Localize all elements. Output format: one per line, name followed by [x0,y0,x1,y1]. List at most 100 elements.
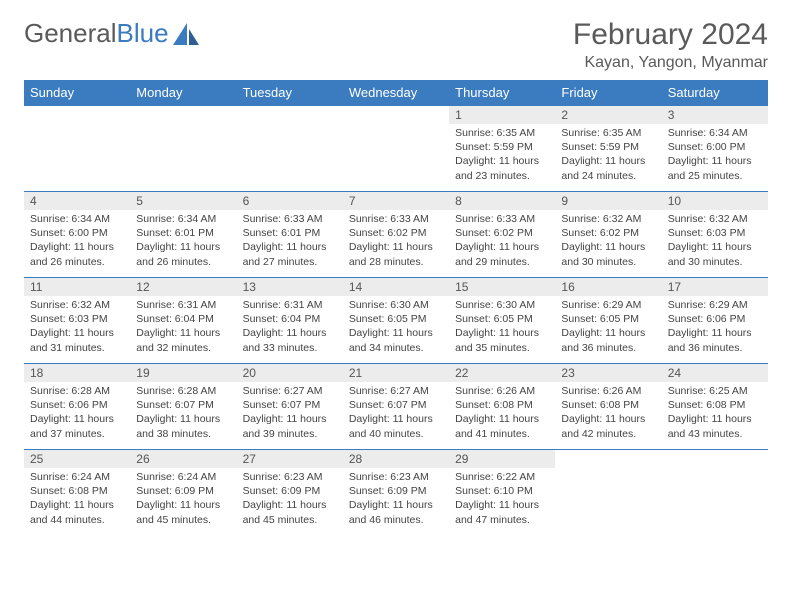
sunset-line: Sunset: 6:09 PM [349,484,443,498]
day-number: 21 [343,364,449,382]
sunset-line: Sunset: 5:59 PM [455,140,549,154]
day-number: 23 [555,364,661,382]
day-number: 19 [130,364,236,382]
daylight-line: Daylight: 11 hours and 30 minutes. [561,240,655,268]
daylight-line: Daylight: 11 hours and 42 minutes. [561,412,655,440]
sunset-line: Sunset: 6:00 PM [668,140,762,154]
weekday-header: Saturday [662,80,768,106]
sunset-line: Sunset: 6:06 PM [30,398,124,412]
brand-logo: GeneralBlue [24,18,199,49]
day-number: 9 [555,192,661,210]
sunset-line: Sunset: 6:05 PM [349,312,443,326]
sunrise-line: Sunrise: 6:35 AM [455,126,549,140]
day-details: Sunrise: 6:32 AMSunset: 6:03 PMDaylight:… [24,296,130,359]
calendar-cell: 14Sunrise: 6:30 AMSunset: 6:05 PMDayligh… [343,278,449,364]
calendar-cell: 8Sunrise: 6:33 AMSunset: 6:02 PMDaylight… [449,192,555,278]
sunset-line: Sunset: 6:07 PM [349,398,443,412]
day-details: Sunrise: 6:28 AMSunset: 6:07 PMDaylight:… [130,382,236,445]
sunset-line: Sunset: 6:04 PM [243,312,337,326]
day-details: Sunrise: 6:26 AMSunset: 6:08 PMDaylight:… [555,382,661,445]
weekday-header: Friday [555,80,661,106]
month-title: February 2024 [573,18,768,52]
day-number: 3 [662,106,768,124]
day-number: 1 [449,106,555,124]
day-number: 17 [662,278,768,296]
daylight-line: Daylight: 11 hours and 37 minutes. [30,412,124,440]
sunset-line: Sunset: 6:03 PM [668,226,762,240]
calendar-cell: 4Sunrise: 6:34 AMSunset: 6:00 PMDaylight… [24,192,130,278]
header: GeneralBlue February 2024 Kayan, Yangon,… [24,18,768,72]
calendar-week-row: 25Sunrise: 6:24 AMSunset: 6:08 PMDayligh… [24,450,768,536]
sunset-line: Sunset: 6:08 PM [30,484,124,498]
daylight-line: Daylight: 11 hours and 24 minutes. [561,154,655,182]
daylight-line: Daylight: 11 hours and 36 minutes. [668,326,762,354]
day-number: 15 [449,278,555,296]
daylight-line: Daylight: 11 hours and 47 minutes. [455,498,549,526]
day-details: Sunrise: 6:30 AMSunset: 6:05 PMDaylight:… [343,296,449,359]
sunrise-line: Sunrise: 6:29 AM [561,298,655,312]
sunrise-line: Sunrise: 6:35 AM [561,126,655,140]
day-number: 10 [662,192,768,210]
sunset-line: Sunset: 6:01 PM [136,226,230,240]
sunrise-line: Sunrise: 6:23 AM [349,470,443,484]
sunset-line: Sunset: 6:00 PM [30,226,124,240]
day-details: Sunrise: 6:35 AMSunset: 5:59 PMDaylight:… [449,124,555,187]
calendar-cell: 22Sunrise: 6:26 AMSunset: 6:08 PMDayligh… [449,364,555,450]
day-number: 8 [449,192,555,210]
calendar-body: 1Sunrise: 6:35 AMSunset: 5:59 PMDaylight… [24,106,768,536]
calendar-cell [130,106,236,192]
sunset-line: Sunset: 6:08 PM [561,398,655,412]
calendar-cell: 29Sunrise: 6:22 AMSunset: 6:10 PMDayligh… [449,450,555,536]
daylight-line: Daylight: 11 hours and 23 minutes. [455,154,549,182]
calendar-cell: 15Sunrise: 6:30 AMSunset: 6:05 PMDayligh… [449,278,555,364]
day-number: 13 [237,278,343,296]
sunrise-line: Sunrise: 6:33 AM [243,212,337,226]
day-number: 7 [343,192,449,210]
weekday-header: Tuesday [237,80,343,106]
sunset-line: Sunset: 6:03 PM [30,312,124,326]
sunrise-line: Sunrise: 6:29 AM [668,298,762,312]
sunset-line: Sunset: 6:08 PM [668,398,762,412]
sunset-line: Sunset: 6:06 PM [668,312,762,326]
calendar-week-row: 18Sunrise: 6:28 AMSunset: 6:06 PMDayligh… [24,364,768,450]
day-details: Sunrise: 6:33 AMSunset: 6:02 PMDaylight:… [343,210,449,273]
day-number: 24 [662,364,768,382]
daylight-line: Daylight: 11 hours and 30 minutes. [668,240,762,268]
calendar-week-row: 11Sunrise: 6:32 AMSunset: 6:03 PMDayligh… [24,278,768,364]
daylight-line: Daylight: 11 hours and 45 minutes. [243,498,337,526]
sunrise-line: Sunrise: 6:26 AM [455,384,549,398]
sunrise-line: Sunrise: 6:23 AM [243,470,337,484]
day-details: Sunrise: 6:30 AMSunset: 6:05 PMDaylight:… [449,296,555,359]
weekday-header: Wednesday [343,80,449,106]
daylight-line: Daylight: 11 hours and 28 minutes. [349,240,443,268]
calendar-cell: 23Sunrise: 6:26 AMSunset: 6:08 PMDayligh… [555,364,661,450]
sunset-line: Sunset: 5:59 PM [561,140,655,154]
daylight-line: Daylight: 11 hours and 41 minutes. [455,412,549,440]
calendar-cell [555,450,661,536]
sunset-line: Sunset: 6:05 PM [561,312,655,326]
daylight-line: Daylight: 11 hours and 43 minutes. [668,412,762,440]
day-details: Sunrise: 6:33 AMSunset: 6:02 PMDaylight:… [449,210,555,273]
title-block: February 2024 Kayan, Yangon, Myanmar [573,18,768,72]
day-details: Sunrise: 6:32 AMSunset: 6:03 PMDaylight:… [662,210,768,273]
location-label: Kayan, Yangon, Myanmar [573,54,768,72]
sunrise-line: Sunrise: 6:34 AM [136,212,230,226]
sunrise-line: Sunrise: 6:27 AM [243,384,337,398]
daylight-line: Daylight: 11 hours and 39 minutes. [243,412,337,440]
weekday-header: Sunday [24,80,130,106]
calendar-cell: 16Sunrise: 6:29 AMSunset: 6:05 PMDayligh… [555,278,661,364]
calendar-week-row: 1Sunrise: 6:35 AMSunset: 5:59 PMDaylight… [24,106,768,192]
calendar-cell: 27Sunrise: 6:23 AMSunset: 6:09 PMDayligh… [237,450,343,536]
sunrise-line: Sunrise: 6:28 AM [136,384,230,398]
daylight-line: Daylight: 11 hours and 32 minutes. [136,326,230,354]
calendar-cell: 11Sunrise: 6:32 AMSunset: 6:03 PMDayligh… [24,278,130,364]
day-details: Sunrise: 6:33 AMSunset: 6:01 PMDaylight:… [237,210,343,273]
daylight-line: Daylight: 11 hours and 44 minutes. [30,498,124,526]
calendar-cell [24,106,130,192]
sunset-line: Sunset: 6:02 PM [455,226,549,240]
calendar-cell [662,450,768,536]
day-number: 12 [130,278,236,296]
day-details: Sunrise: 6:26 AMSunset: 6:08 PMDaylight:… [449,382,555,445]
calendar-cell: 6Sunrise: 6:33 AMSunset: 6:01 PMDaylight… [237,192,343,278]
weekday-header: Thursday [449,80,555,106]
